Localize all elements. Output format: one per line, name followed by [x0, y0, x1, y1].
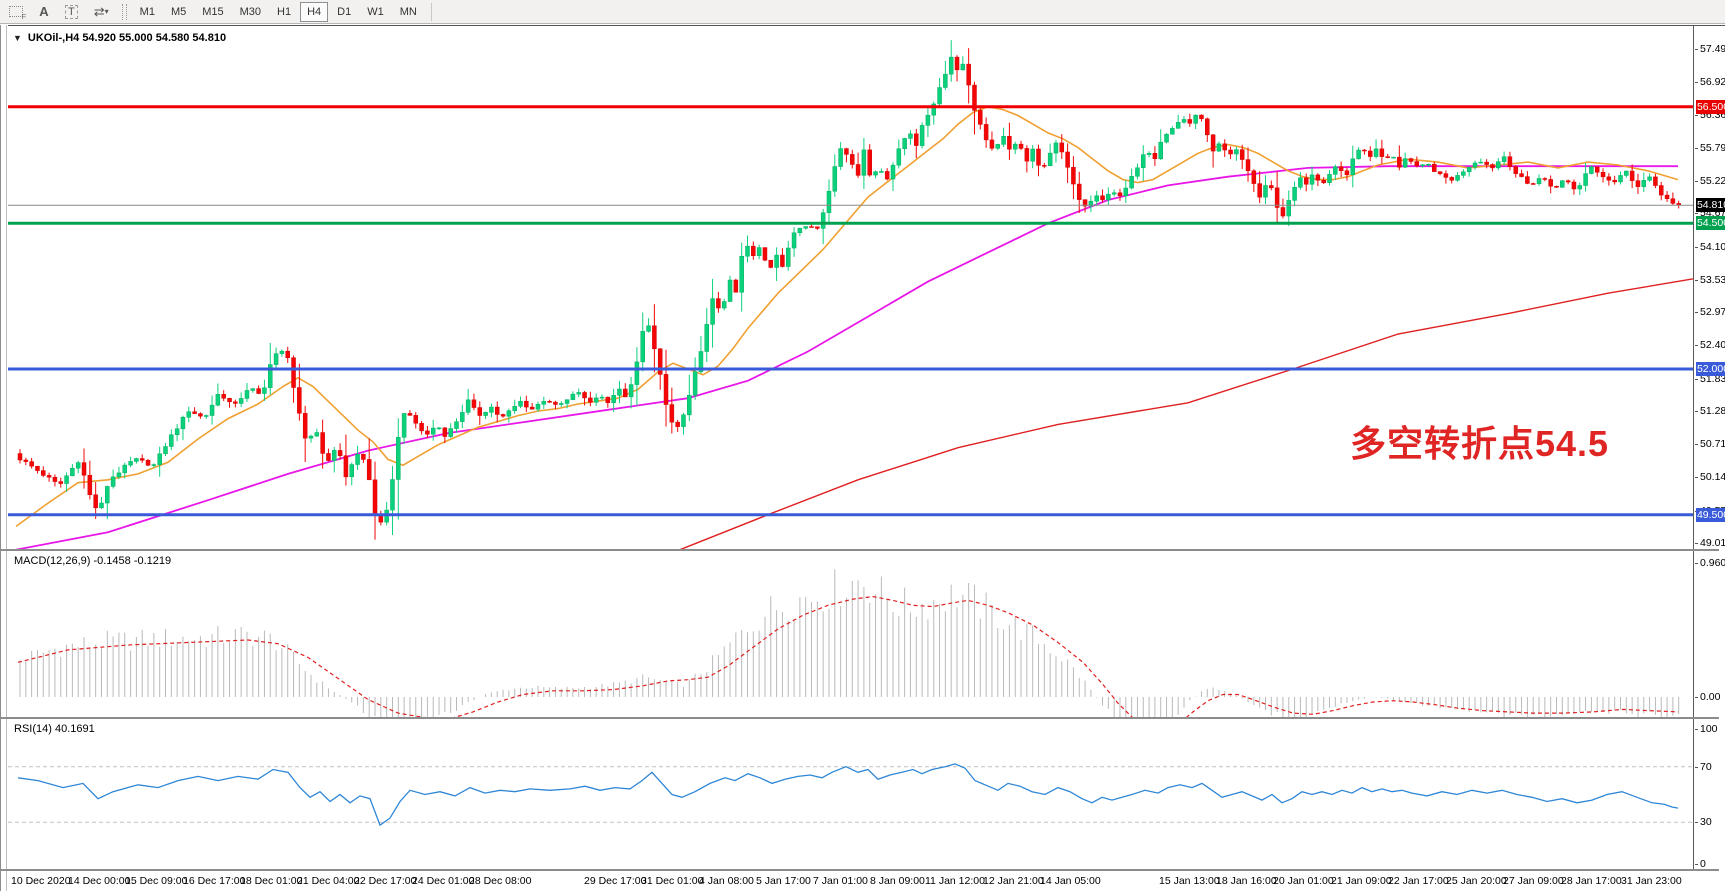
- plot-right-border: [8, 551, 1694, 717]
- timeframe-button-m30[interactable]: M30: [239, 5, 262, 18]
- time-label: 8 Jan 09:00: [870, 875, 925, 887]
- label-a-icon: A: [39, 4, 49, 19]
- time-axis[interactable]: 10 Dec 2020 14 Dec 00:00 15 Dec 09:00 16 De…: [8, 871, 1725, 891]
- time-label: 5 Jan 17:00: [756, 875, 811, 887]
- time-label: 28 Dec 08:00: [469, 875, 532, 887]
- price-tick: 57.490: [1695, 43, 1725, 55]
- time-label: 10 Dec 2020: [11, 875, 71, 887]
- time-label: 7 Jan 01:00: [813, 875, 868, 887]
- panel-divider[interactable]: [1, 717, 1719, 719]
- panel-divider: [1, 869, 1719, 871]
- timeframe-button-w1[interactable]: W1: [367, 5, 384, 18]
- timeframe-button-group: M1 M5 M15 M30 H1 H4 D1 W1 MN: [133, 1, 424, 22]
- chart-window: ▼ UKOil-,H4 54.920 55.000 54.580 54.810 …: [0, 25, 1725, 891]
- timeframe-button-h4[interactable]: H4: [300, 1, 329, 22]
- price-badge-52.000: 52.000: [1696, 362, 1725, 376]
- time-label: 18 Jan 16:00: [1216, 875, 1277, 887]
- time-label: 22 Dec 17:00: [354, 875, 417, 887]
- plot-right-border: [8, 719, 1694, 869]
- collapse-triangle-icon[interactable]: ▼: [13, 33, 22, 43]
- arrow-tools-icon: ⇄: [93, 3, 105, 19]
- time-label: 28 Jan 17:00: [1561, 875, 1622, 887]
- macd-panel[interactable]: MACD(12,26,9) -0.1458 -0.1219 0.9604 0.00…: [8, 551, 1725, 746]
- toolbar-separator: [430, 2, 432, 21]
- price-badge-54.500: 54.500: [1696, 216, 1725, 231]
- price-tick: 50.140: [1695, 471, 1725, 483]
- rsi-tick: 0: [1695, 858, 1725, 870]
- price-tick: 50.710: [1695, 438, 1725, 450]
- annotation-text: 多空转折点54.5: [1350, 423, 1610, 464]
- macd-label: MACD(12,26,9) -0.1458 -0.1219: [14, 555, 172, 567]
- price-tick: 55.225: [1695, 175, 1725, 187]
- rsi-canvas[interactable]: [8, 719, 1694, 869]
- time-label: 31 Jan 23:00: [1621, 875, 1682, 887]
- rsi-label: RSI(14) 40.1691: [14, 723, 95, 735]
- time-label: 20 Jan 01:00: [1273, 875, 1334, 887]
- window-left-gutter: [6, 25, 7, 891]
- timeframe-button-h1[interactable]: H1: [277, 5, 292, 18]
- price-tick: 51.280: [1695, 405, 1725, 417]
- rsi-panel[interactable]: RSI(14) 40.1691 100 70 30 0: [8, 719, 1725, 870]
- time-label: 27 Jan 09:00: [1503, 875, 1564, 887]
- price-tick: 52.975: [1695, 306, 1725, 318]
- time-label: 14 Jan 05:00: [1040, 875, 1101, 887]
- time-label: 16 Dec 17:00: [183, 875, 246, 887]
- chart-title: ▼ UKOil-,H4 54.920 55.000 54.580 54.810: [13, 32, 226, 44]
- macd-tick: 0.9604: [1695, 557, 1725, 569]
- time-label: 24 Dec 01:00: [412, 875, 475, 887]
- dropdown-caret-icon: ▾: [104, 7, 109, 16]
- price-badge-49.500: 49.500: [1696, 507, 1725, 522]
- price-chart-canvas[interactable]: [8, 26, 1694, 550]
- text-tool-icon: T: [65, 4, 78, 19]
- macd-tick: 0.00: [1695, 691, 1725, 703]
- macd-canvas[interactable]: [8, 551, 1694, 717]
- time-label: 29 Dec 17:00: [584, 875, 647, 887]
- price-tick: 54.100: [1695, 241, 1725, 253]
- timeframe-button-m5[interactable]: M5: [170, 5, 187, 18]
- panel-divider[interactable]: [1, 549, 1719, 551]
- time-label: 25 Jan 20:00: [1446, 875, 1507, 887]
- arrow-tools-button[interactable]: ⇄ ▾: [87, 2, 116, 22]
- time-label: 4 Jan 08:00: [699, 875, 754, 887]
- time-label: 21 Dec 04:00: [297, 875, 360, 887]
- toolbar: A T ⇄ ▾ M1 M5 M15 M30 H1 H4 D1 W1 MN: [0, 0, 1725, 24]
- price-tick: 56.920: [1695, 76, 1725, 88]
- text-tool-button[interactable]: T: [58, 2, 85, 22]
- time-label: 15 Jan 13:00: [1159, 875, 1220, 887]
- time-label: 31 Dec 01:00: [641, 875, 704, 887]
- time-label: 22 Jan 17:00: [1388, 875, 1449, 887]
- toolbar-drag-handle[interactable]: [121, 3, 127, 20]
- price-tick: 55.795: [1695, 142, 1725, 154]
- time-label: 12 Jan 21:00: [983, 875, 1044, 887]
- fibonacci-grid-icon: [9, 6, 26, 21]
- price-badge-54.810: 54.810: [1696, 198, 1725, 213]
- time-label: 21 Jan 09:00: [1331, 875, 1392, 887]
- label-a-button[interactable]: A: [32, 2, 56, 22]
- time-label: 11 Jan 12:00: [925, 875, 985, 887]
- rsi-tick: 70: [1695, 761, 1725, 773]
- time-label: 14 Dec 00:00: [68, 875, 131, 887]
- fibonacci-grid-icon[interactable]: [2, 2, 30, 22]
- timeframe-button-d1[interactable]: D1: [337, 5, 352, 18]
- time-label: 15 Dec 09:00: [125, 875, 188, 887]
- timeframe-button-mn[interactable]: MN: [399, 5, 417, 18]
- timeframe-button-m15[interactable]: M15: [202, 5, 224, 18]
- time-label: 18 Dec 01:00: [240, 875, 303, 887]
- price-tick: 53.530: [1695, 274, 1725, 286]
- price-tick: 49.015: [1695, 537, 1725, 549]
- plot-right-border: [8, 26, 1694, 549]
- price-tick: 52.405: [1695, 339, 1725, 351]
- rsi-tick: 100: [1695, 723, 1725, 735]
- rsi-tick: 30: [1695, 816, 1725, 828]
- main-chart-panel[interactable]: ▼ UKOil-,H4 54.920 55.000 54.580 54.810 …: [8, 25, 1725, 550]
- timeframe-button-m1[interactable]: M1: [139, 5, 155, 18]
- symbol-ohlc-text: UKOil-,H4 54.920 55.000 54.580 54.810: [27, 32, 227, 44]
- price-badge-56.500: 56.500: [1696, 99, 1725, 114]
